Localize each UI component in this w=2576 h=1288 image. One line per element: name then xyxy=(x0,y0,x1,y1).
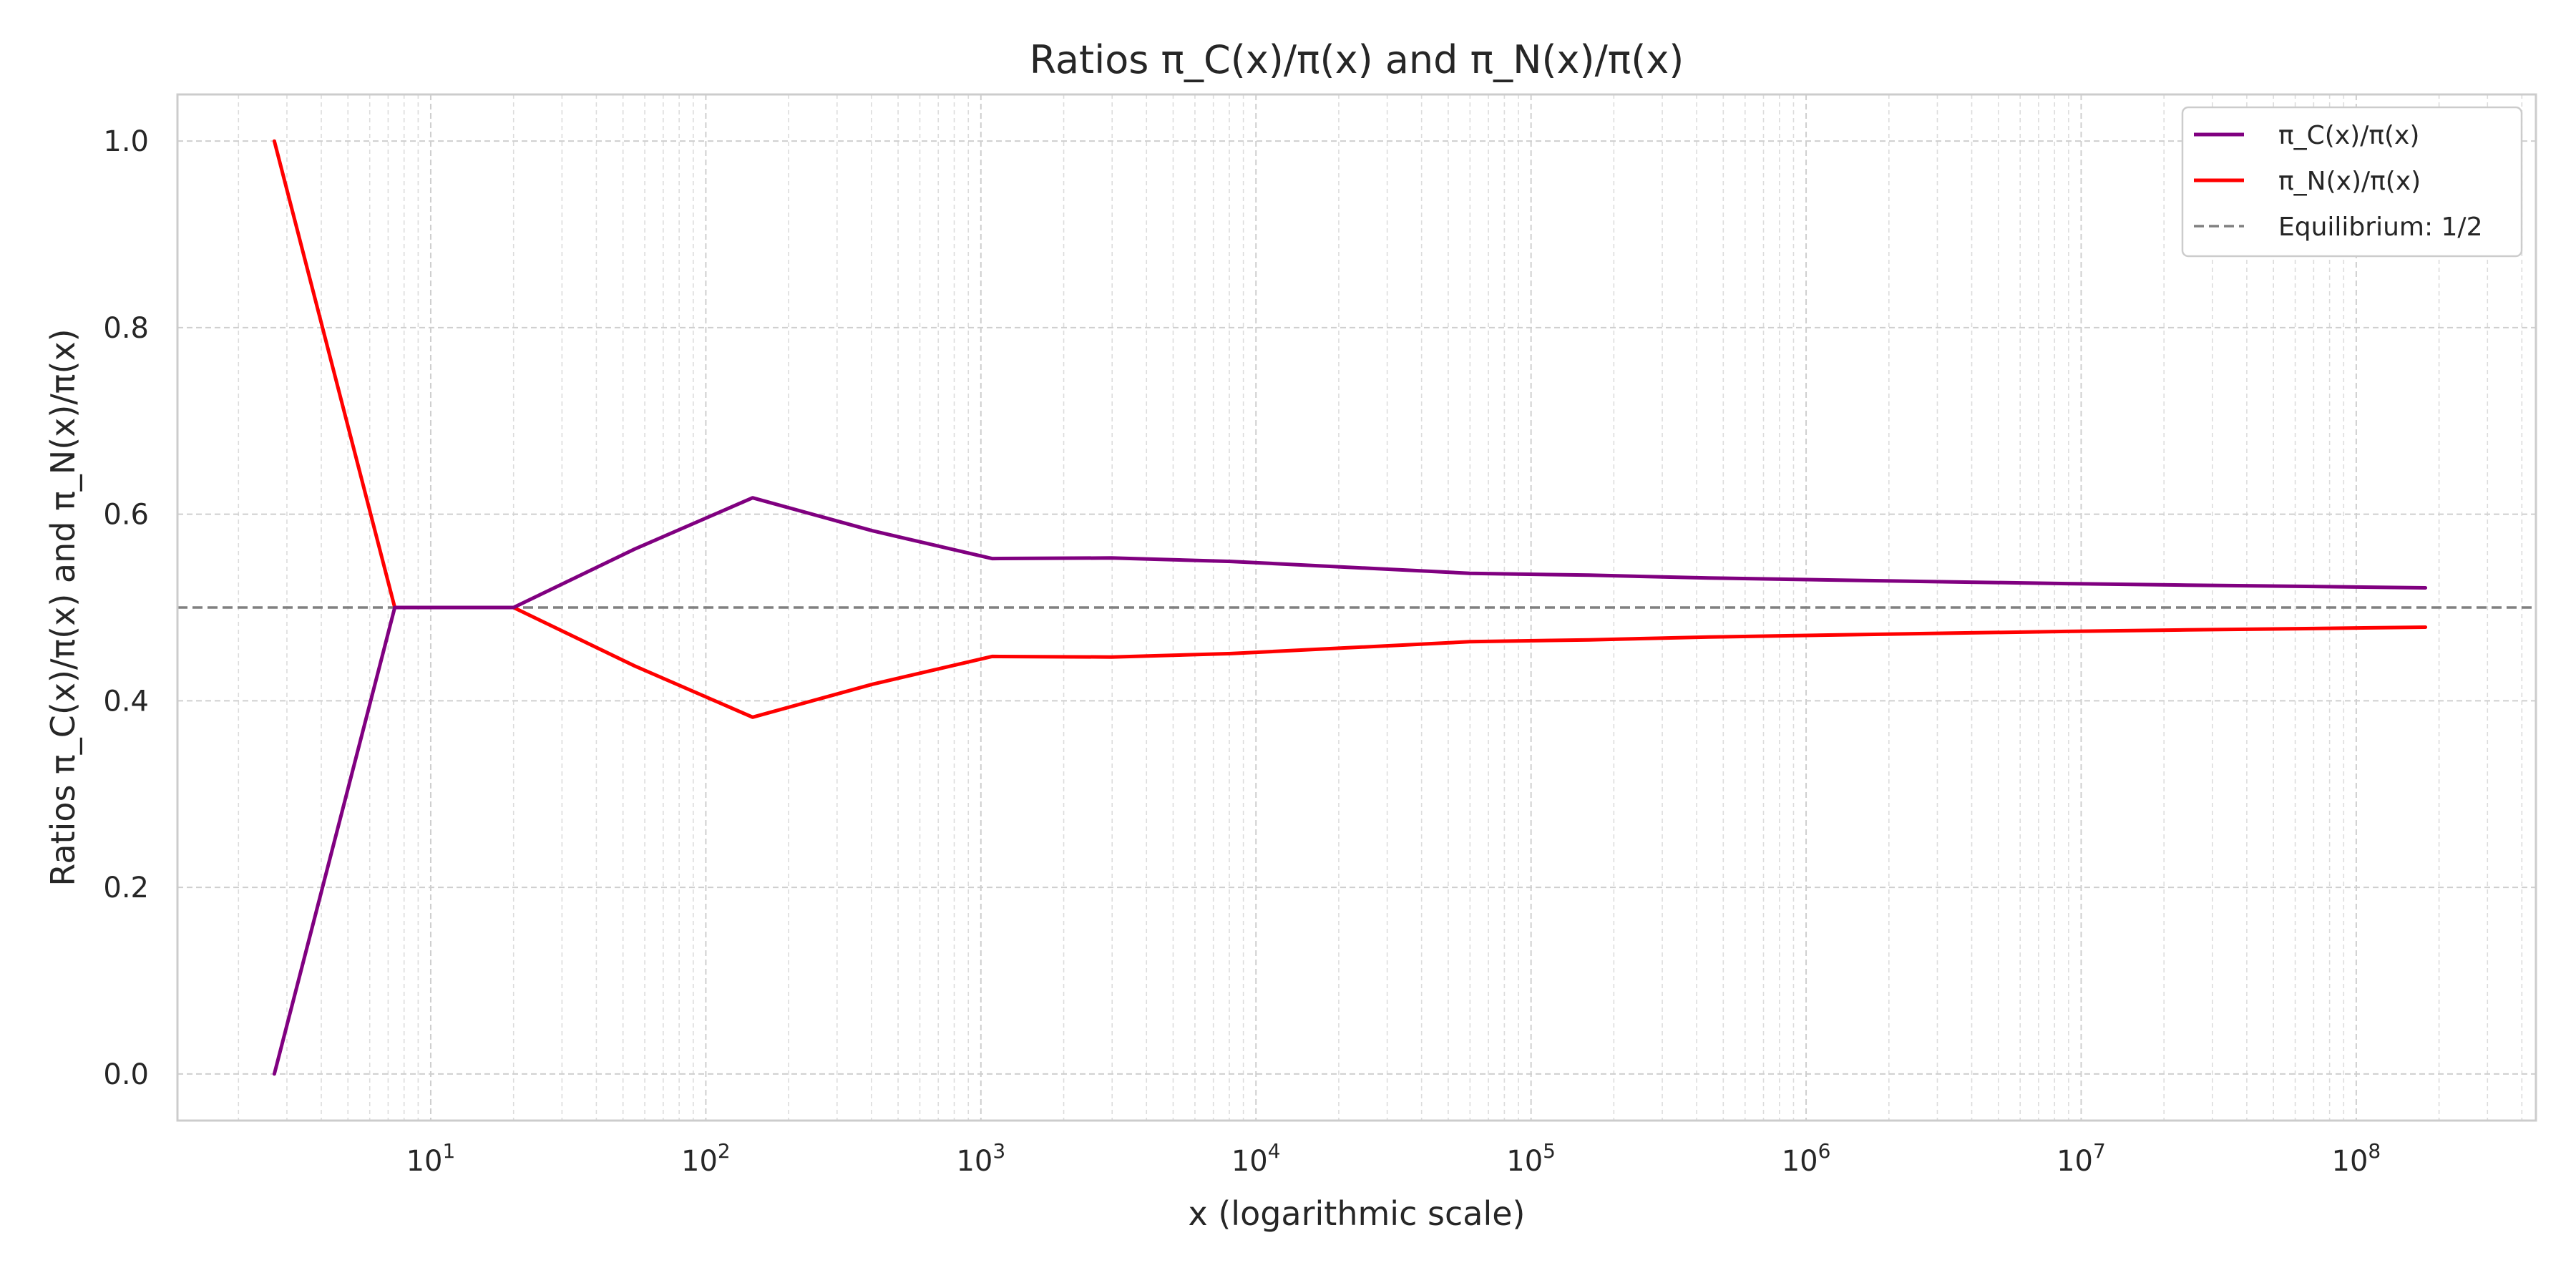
y-tick-label: 0.0 xyxy=(103,1058,149,1091)
x-tick-exponent: 7 xyxy=(2093,1139,2106,1163)
y-tick-label: 1.0 xyxy=(103,125,149,158)
y-tick-label: 0.4 xyxy=(103,685,149,718)
x-tick-exponent: 3 xyxy=(992,1139,1005,1163)
x-tick-exponent: 2 xyxy=(718,1139,731,1163)
x-tick-base: 10 xyxy=(2332,1145,2368,1178)
x-tick-exponent: 6 xyxy=(1818,1139,1831,1163)
x-tick-label: 104 xyxy=(1231,1139,1281,1178)
x-axis-ticks: 101 102 103 104 105 106 107 108 xyxy=(406,1139,2381,1178)
y-tick-label: 0.2 xyxy=(103,872,149,904)
x-tick-exponent: 8 xyxy=(2368,1139,2381,1163)
x-tick-label: 105 xyxy=(1506,1139,1556,1178)
y-axis-label: Ratios π_C(x)/π(x) and π_N(x)/π(x) xyxy=(44,328,82,886)
x-tick-base: 10 xyxy=(956,1145,992,1178)
y-tick-label: 0.8 xyxy=(103,312,149,345)
x-tick-label: 103 xyxy=(956,1139,1005,1178)
x-tick-base: 10 xyxy=(1782,1145,1818,1178)
x-tick-label: 102 xyxy=(681,1139,731,1178)
x-tick-label: 108 xyxy=(2332,1139,2381,1178)
legend-label-equilibrium: Equilibrium: 1/2 xyxy=(2278,213,2482,242)
x-tick-exponent: 4 xyxy=(1268,1139,1281,1163)
x-tick-exponent: 1 xyxy=(443,1139,456,1163)
plot-area-frame xyxy=(176,93,2537,1122)
legend: π_C(x)/π(x) π_N(x)/π(x) Equilibrium: 1/2 xyxy=(2181,106,2523,258)
series-pi-c-line xyxy=(272,496,2428,1076)
x-tick-label: 107 xyxy=(2057,1139,2106,1178)
x-tick-base: 10 xyxy=(681,1145,718,1178)
legend-label-pi-c: π_C(x)/π(x) xyxy=(2278,121,2419,150)
x-tick-base: 10 xyxy=(2057,1145,2093,1178)
y-axis-ticks: 0.0 0.2 0.4 0.6 0.8 1.0 xyxy=(103,125,149,1091)
legend-label-pi-n: π_N(x)/π(x) xyxy=(2278,167,2421,196)
x-tick-label: 106 xyxy=(1782,1139,1831,1178)
x-tick-base: 10 xyxy=(406,1145,443,1178)
legend-box xyxy=(2181,106,2523,258)
x-axis-label: x (logarithmic scale) xyxy=(1189,1194,1526,1233)
chart-title: Ratios π_C(x)/π(x) and π_N(x)/π(x) xyxy=(1030,37,1684,82)
x-tick-base: 10 xyxy=(1231,1145,1268,1178)
y-tick-label: 0.6 xyxy=(103,499,149,532)
x-tick-exponent: 5 xyxy=(1543,1139,1556,1163)
series-pi-n-line xyxy=(272,139,2428,719)
x-tick-base: 10 xyxy=(1506,1145,1543,1178)
series-layer xyxy=(272,139,2428,1076)
x-tick-label: 101 xyxy=(406,1139,456,1178)
